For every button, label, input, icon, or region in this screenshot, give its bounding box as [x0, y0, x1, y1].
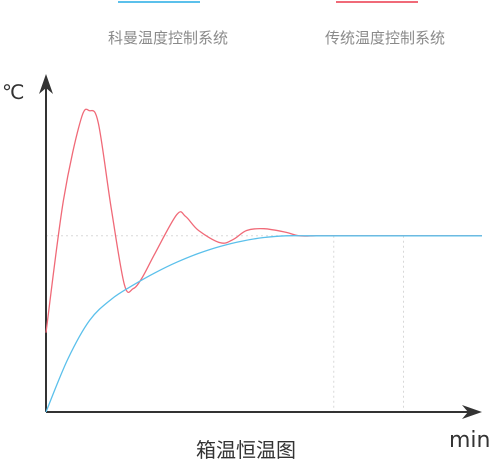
legend-label-kemen: 科曼温度控制系统	[108, 29, 228, 47]
series-line-kemen	[45, 235, 482, 413]
guide-lines	[46, 235, 482, 412]
y-axis-arrow	[39, 74, 53, 94]
y-axis-label: ℃	[2, 80, 24, 104]
legend-label-traditional: 传统温度控制系统	[325, 29, 445, 47]
series-layer	[45, 108, 482, 413]
legend: 科曼温度控制系统 传统温度控制系统	[108, 1, 445, 47]
chart-title: 箱温恒温图	[196, 438, 296, 462]
axes	[39, 74, 482, 419]
x-axis-label: min	[449, 428, 491, 453]
x-axis-arrow	[462, 405, 482, 419]
